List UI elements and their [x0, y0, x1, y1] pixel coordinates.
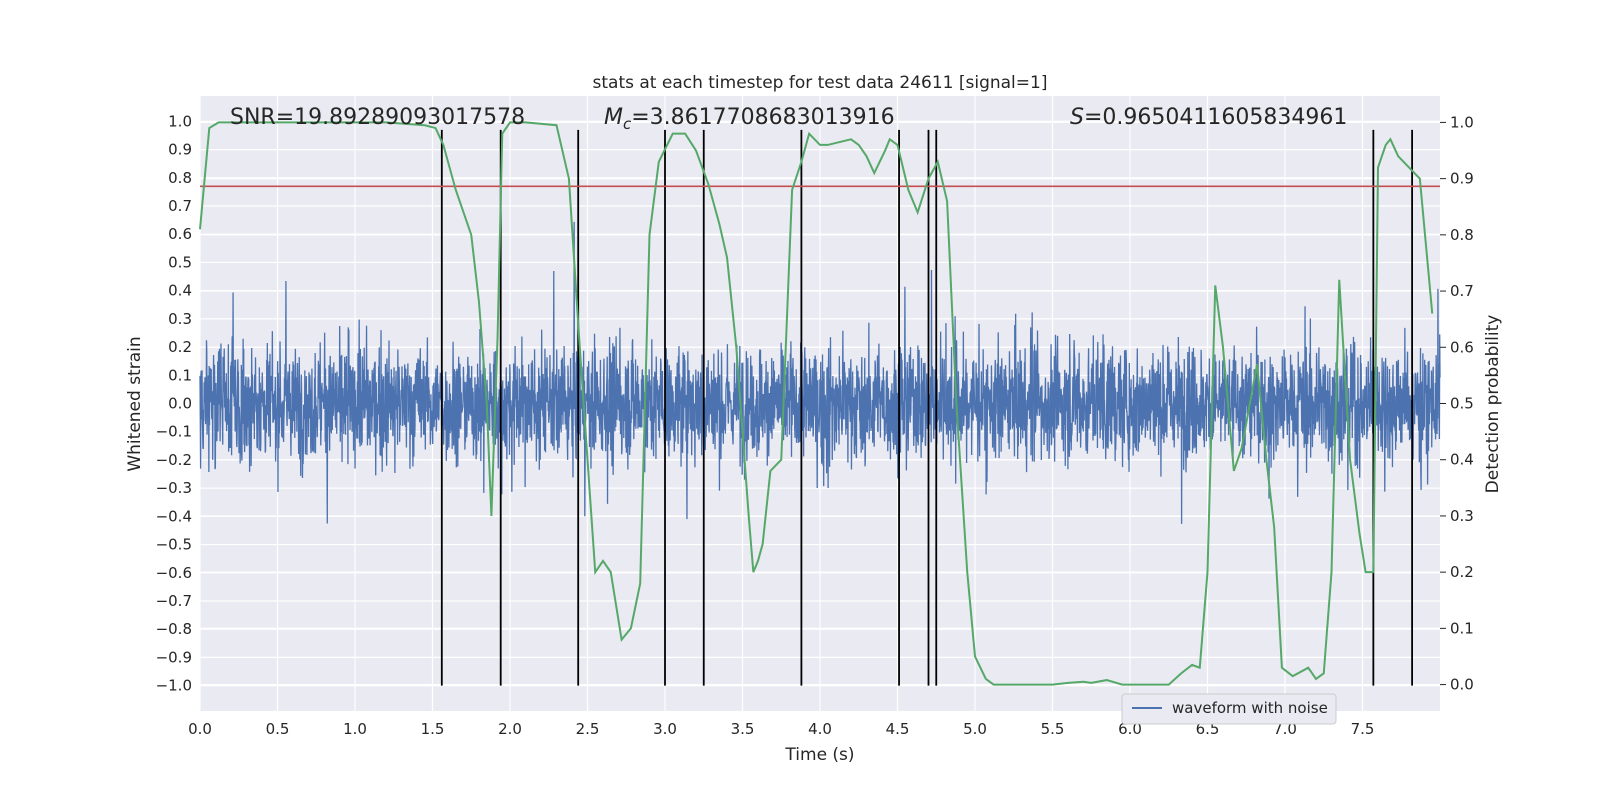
- y-right-tick-label: 1.0: [1450, 113, 1474, 131]
- s-symbol: S: [1070, 105, 1084, 130]
- y-left-tick-label: 0.5: [168, 253, 192, 271]
- legend-box: [1121, 693, 1337, 725]
- x-axis-label: Time (s): [784, 745, 854, 765]
- y-left-tick-label: −0.4: [156, 507, 192, 525]
- y-right-tick-label: 0.5: [1450, 395, 1474, 413]
- legend: waveform with noise: [1121, 693, 1337, 725]
- x-tick-label: 5.5: [1041, 720, 1065, 738]
- x-tick-label: 1.5: [421, 720, 445, 738]
- waveform-series: [199, 221, 1441, 524]
- y-left-tick-label: 0.8: [168, 169, 192, 187]
- y-right-tick-label: 0.6: [1450, 338, 1474, 356]
- y-left-tick-label: 0.1: [168, 366, 192, 384]
- x-tick-label: 4.0: [808, 720, 832, 738]
- chirp-mass-annotation: Mc=3.8617708683013916: [604, 105, 895, 133]
- y-left-tick-label: −0.6: [156, 564, 192, 582]
- x-tick-label: 0.0: [188, 720, 212, 738]
- y-left-tick-label: 1.0: [168, 112, 192, 130]
- s-annotation: S=0.9650411605834961: [1070, 105, 1347, 130]
- y-right-tick-label: 0.8: [1450, 226, 1474, 244]
- y-left-tick-label: −0.9: [156, 648, 192, 666]
- y-right-tick-label: 0.7: [1450, 282, 1474, 300]
- chirp-mass-symbol: M: [604, 105, 623, 130]
- waveform-path: [199, 221, 1441, 524]
- x-tick-label: 2.0: [498, 720, 522, 738]
- y-left-tick-label: 0.6: [168, 225, 192, 243]
- probability-path: [199, 121, 1434, 686]
- y-right-tick-label: 0.4: [1450, 451, 1474, 469]
- legend-label: waveform with noise: [1172, 699, 1328, 717]
- x-tick-label: 4.5: [886, 720, 910, 738]
- y-left-tick-label: −0.5: [156, 536, 192, 554]
- y-left-axis-label: Whitened strain: [125, 336, 145, 471]
- y-left-tick-label: 0.2: [168, 338, 192, 356]
- y-right-axis-label: Detection probability: [1483, 315, 1503, 494]
- y-right-tick-label: 0.2: [1450, 563, 1474, 581]
- y-left-tick-label: 0.3: [168, 310, 192, 328]
- chirp-mass-subscript: c: [623, 115, 632, 133]
- x-tick-label: 3.0: [653, 720, 677, 738]
- y-left-axis-ticks: 1.0 0.9 0.8 0.7 0.6 0.5 0.4 0.3 0.2 0.1 0.0 −0.1 −0.…: [156, 112, 192, 694]
- y-left-tick-label: 0.9: [168, 141, 192, 159]
- y-right-tick-label: 0.1: [1450, 619, 1474, 637]
- y-left-tick-label: −0.2: [156, 451, 192, 469]
- y-left-tick-label: −0.3: [156, 479, 192, 497]
- x-tick-label: 5.0: [963, 720, 987, 738]
- snr-annotation: SNR=19.89289093017578: [230, 105, 525, 130]
- y-left-tick-label: −0.7: [156, 592, 192, 610]
- x-tick-label: 1.0: [343, 720, 367, 738]
- x-tick-label: 2.5: [576, 720, 600, 738]
- y-left-tick-label: −0.8: [156, 620, 192, 638]
- y-right-tick-label: 0.3: [1450, 507, 1474, 525]
- y-left-tick-label: −0.1: [156, 423, 192, 441]
- y-left-tick-label: 0.4: [168, 282, 192, 300]
- y-right-tick-label: 0.0: [1450, 676, 1474, 694]
- y-left-tick-label: −1.0: [156, 677, 192, 695]
- x-tick-label: 7.5: [1351, 720, 1375, 738]
- chart-title: stats at each timestep for test data 246…: [593, 73, 1048, 93]
- y-right-tick-label: 0.9: [1450, 170, 1474, 188]
- x-tick-label: 3.5: [731, 720, 755, 738]
- chirp-mass-value: =3.8617708683013916: [631, 105, 894, 130]
- detection-probability-series: [199, 121, 1434, 686]
- y-left-tick-label: 0.7: [168, 197, 192, 215]
- s-value: =0.9650411605834961: [1084, 105, 1347, 130]
- x-tick-label: 0.5: [266, 720, 290, 738]
- y-left-tick-label: 0.0: [168, 395, 192, 413]
- y-right-axis-ticks: 1.0 0.9 0.8 0.7 0.6 0.5 0.4 0.3 0.2 0.1 0.0: [1440, 113, 1474, 694]
